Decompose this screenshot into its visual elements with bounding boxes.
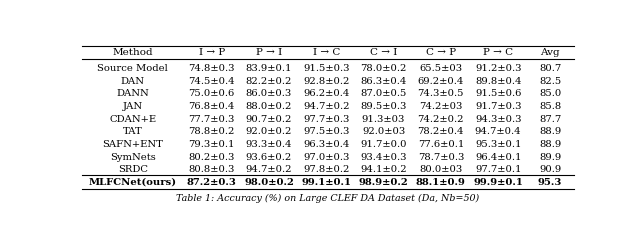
Text: 98.9±0.2: 98.9±0.2 <box>358 178 408 187</box>
Text: 94.3±0.3: 94.3±0.3 <box>475 115 522 124</box>
Text: 94.7±0.4: 94.7±0.4 <box>475 127 522 136</box>
Text: 74.5±0.4: 74.5±0.4 <box>188 77 235 86</box>
Text: 97.8±0.2: 97.8±0.2 <box>303 165 349 174</box>
Text: SRDC: SRDC <box>118 165 148 174</box>
Text: P → I: P → I <box>256 48 282 57</box>
Text: 80.0±03: 80.0±03 <box>419 165 463 174</box>
Text: 86.3±0.4: 86.3±0.4 <box>360 77 407 86</box>
Text: 75.0±0.6: 75.0±0.6 <box>189 89 235 98</box>
Text: 95.3: 95.3 <box>538 178 563 187</box>
Text: 99.1±0.1: 99.1±0.1 <box>301 178 351 187</box>
Text: Source Model: Source Model <box>97 64 168 73</box>
Text: 86.0±0.3: 86.0±0.3 <box>246 89 292 98</box>
Text: SAFN+ENT: SAFN+ENT <box>102 140 163 149</box>
Text: 96.4±0.1: 96.4±0.1 <box>475 153 522 162</box>
Text: 93.4±0.3: 93.4±0.3 <box>360 153 407 162</box>
Text: 89.8±0.4: 89.8±0.4 <box>475 77 522 86</box>
Text: 91.5±0.3: 91.5±0.3 <box>303 64 349 73</box>
Text: 83.9±0.1: 83.9±0.1 <box>246 64 292 73</box>
Text: SymNets: SymNets <box>110 153 156 162</box>
Text: 74.8±0.3: 74.8±0.3 <box>188 64 235 73</box>
Text: 91.2±0.3: 91.2±0.3 <box>475 64 522 73</box>
Text: 94.7±0.2: 94.7±0.2 <box>246 165 292 174</box>
Text: 93.3±0.4: 93.3±0.4 <box>246 140 292 149</box>
Text: 89.5±0.3: 89.5±0.3 <box>360 102 407 111</box>
Text: 94.7±0.2: 94.7±0.2 <box>303 102 349 111</box>
Text: P → C: P → C <box>483 48 513 57</box>
Text: 74.2±03: 74.2±03 <box>419 102 463 111</box>
Text: 96.3±0.4: 96.3±0.4 <box>303 140 349 149</box>
Text: 87.2±0.3: 87.2±0.3 <box>187 178 237 187</box>
Text: 91.3±03: 91.3±03 <box>362 115 405 124</box>
Text: Method: Method <box>113 48 153 57</box>
Text: 92.0±0.2: 92.0±0.2 <box>246 127 292 136</box>
Text: 76.8±0.4: 76.8±0.4 <box>188 102 235 111</box>
Text: 92.8±0.2: 92.8±0.2 <box>303 77 349 86</box>
Text: 91.7±0.0: 91.7±0.0 <box>360 140 407 149</box>
Text: 85.0: 85.0 <box>539 89 561 98</box>
Text: 88.9: 88.9 <box>539 127 561 136</box>
Text: 82.2±0.2: 82.2±0.2 <box>246 77 292 86</box>
Text: 78.7±0.3: 78.7±0.3 <box>418 153 464 162</box>
Text: 85.8: 85.8 <box>539 102 561 111</box>
Text: 91.5±0.6: 91.5±0.6 <box>475 89 522 98</box>
Text: TAT: TAT <box>123 127 143 136</box>
Text: 77.6±0.1: 77.6±0.1 <box>418 140 464 149</box>
Text: 89.9: 89.9 <box>539 153 561 162</box>
Text: CDAN+E: CDAN+E <box>109 115 156 124</box>
Text: 97.0±0.3: 97.0±0.3 <box>303 153 349 162</box>
Text: 78.8±0.2: 78.8±0.2 <box>188 127 235 136</box>
Text: 74.3±0.5: 74.3±0.5 <box>417 89 464 98</box>
Text: 80.7: 80.7 <box>539 64 561 73</box>
Text: 92.0±03: 92.0±03 <box>362 127 405 136</box>
Text: 88.1±0.9: 88.1±0.9 <box>416 178 466 187</box>
Text: MLFCNet(ours): MLFCNet(ours) <box>89 178 177 187</box>
Text: 90.7±0.2: 90.7±0.2 <box>246 115 292 124</box>
Text: C → P: C → P <box>426 48 456 57</box>
Text: 97.7±0.1: 97.7±0.1 <box>475 165 522 174</box>
Text: 80.2±0.3: 80.2±0.3 <box>188 153 235 162</box>
Text: I → P: I → P <box>198 48 225 57</box>
Text: 74.2±0.2: 74.2±0.2 <box>417 115 464 124</box>
Text: Avg: Avg <box>540 48 560 57</box>
Text: 78.2±0.4: 78.2±0.4 <box>417 127 464 136</box>
Text: 93.6±0.2: 93.6±0.2 <box>246 153 292 162</box>
Text: C → I: C → I <box>370 48 397 57</box>
Text: 77.7±0.3: 77.7±0.3 <box>188 115 235 124</box>
Text: 94.1±0.2: 94.1±0.2 <box>360 165 407 174</box>
Text: 80.8±0.3: 80.8±0.3 <box>188 165 235 174</box>
Text: JAN: JAN <box>123 102 143 111</box>
Text: 90.9: 90.9 <box>539 165 561 174</box>
Text: 88.9: 88.9 <box>539 140 561 149</box>
Text: 97.7±0.3: 97.7±0.3 <box>303 115 349 124</box>
Text: 69.2±0.4: 69.2±0.4 <box>418 77 464 86</box>
Text: 79.3±0.1: 79.3±0.1 <box>188 140 235 149</box>
Text: DAN: DAN <box>121 77 145 86</box>
Text: DANN: DANN <box>116 89 149 98</box>
Text: 96.2±0.4: 96.2±0.4 <box>303 89 349 98</box>
Text: I → C: I → C <box>312 48 340 57</box>
Text: 99.9±0.1: 99.9±0.1 <box>473 178 523 187</box>
Text: 97.5±0.3: 97.5±0.3 <box>303 127 349 136</box>
Text: 65.5±03: 65.5±03 <box>419 64 462 73</box>
Text: 91.7±0.3: 91.7±0.3 <box>475 102 522 111</box>
Text: 95.3±0.1: 95.3±0.1 <box>475 140 522 149</box>
Text: 82.5: 82.5 <box>539 77 561 86</box>
Text: 88.0±0.2: 88.0±0.2 <box>246 102 292 111</box>
Text: 78.0±0.2: 78.0±0.2 <box>360 64 407 73</box>
Text: 98.0±0.2: 98.0±0.2 <box>244 178 294 187</box>
Text: 87.7: 87.7 <box>539 115 561 124</box>
Text: Table 1: Accuracy (%) on Large CLEF DA Dataset (Da, Nb=50): Table 1: Accuracy (%) on Large CLEF DA D… <box>177 194 479 203</box>
Text: 87.0±0.5: 87.0±0.5 <box>360 89 407 98</box>
